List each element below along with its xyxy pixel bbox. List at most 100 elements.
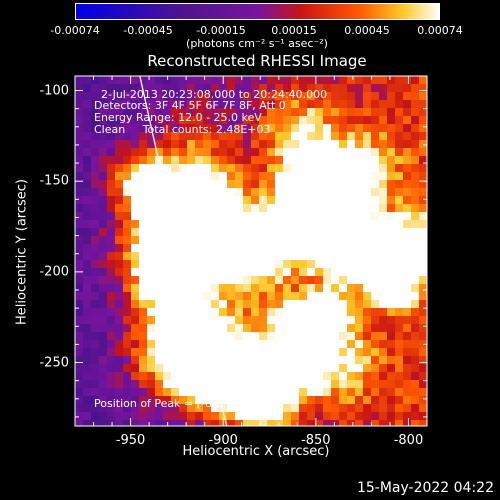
heatmap-cell [251, 140, 259, 148]
heatmap-cell [243, 204, 251, 212]
heatmap-cell [179, 132, 187, 140]
heatmap-cell [323, 380, 331, 388]
heatmap-cell [75, 276, 83, 284]
heatmap-cell [219, 140, 227, 148]
heatmap-cell [187, 260, 195, 268]
heatmap-cell [355, 260, 363, 268]
heatmap-cell [323, 420, 331, 426]
heatmap-cell [251, 340, 259, 348]
heatmap-cell [227, 108, 235, 116]
heatmap-cell [163, 172, 171, 180]
heatmap-cell [339, 220, 347, 228]
heatmap-cell [219, 132, 227, 140]
annotation-energy-range: Energy Range: 12.0 - 25.0 keV [94, 111, 262, 124]
heatmap-cell [179, 396, 187, 404]
heatmap-cell [99, 188, 107, 196]
heatmap-cell [355, 92, 363, 100]
heatmap-cell [115, 212, 123, 220]
heatmap-cell [147, 340, 155, 348]
heatmap-cell [299, 212, 307, 220]
heatmap-cell [387, 220, 395, 228]
heatmap-cell [75, 156, 83, 164]
heatmap-cell [123, 356, 131, 364]
heatmap-cell [251, 148, 259, 156]
heatmap-cell [235, 140, 243, 148]
heatmap-cell [347, 420, 355, 426]
heatmap-cell [331, 140, 339, 148]
heatmap-cell [179, 164, 187, 172]
heatmap-cell [371, 404, 379, 412]
heatmap-cell [155, 188, 163, 196]
heatmap-cell [379, 396, 387, 404]
heatmap-cell [75, 380, 83, 388]
heatmap-cell [187, 276, 195, 284]
heatmap-cell [259, 148, 267, 156]
heatmap-cell [291, 196, 299, 204]
heatmap-cell [307, 212, 315, 220]
heatmap-cell [219, 300, 227, 308]
heatmap-cell [219, 212, 227, 220]
heatmap-cell [395, 356, 403, 364]
heatmap-cell [379, 132, 387, 140]
heatmap-cell [275, 100, 283, 108]
heatmap-cell [163, 188, 171, 196]
heatmap-cell [347, 260, 355, 268]
heatmap-cell [387, 268, 395, 276]
heatmap-cell [347, 124, 355, 132]
heatmap-cell [275, 172, 283, 180]
heatmap-cell [259, 332, 267, 340]
heatmap-cell [147, 244, 155, 252]
heatmap-cell [339, 348, 347, 356]
heatmap-cell [307, 140, 315, 148]
heatmap-cell [299, 76, 307, 84]
heatmap-cell [395, 132, 403, 140]
heatmap-cell [411, 308, 419, 316]
heatmap-cell [203, 140, 211, 148]
heatmap-cell [371, 148, 379, 156]
heatmap-cell [411, 84, 419, 92]
heatmap-cell [283, 260, 291, 268]
heatmap-cell [227, 276, 235, 284]
heatmap-cell [251, 212, 259, 220]
heatmap-cell [75, 244, 83, 252]
heatmap-cell [379, 116, 387, 124]
heatmap-cell [131, 284, 139, 292]
heatmap-cell [147, 108, 155, 116]
heatmap-cell [99, 244, 107, 252]
heatmap-cell [227, 124, 235, 132]
heatmap-cell [363, 212, 371, 220]
heatmap-cell [315, 76, 323, 84]
heatmap-cell [307, 284, 315, 292]
heatmap-cell [395, 396, 403, 404]
heatmap-cell [91, 108, 99, 116]
heatmap-cell [131, 220, 139, 228]
heatmap-cell [115, 324, 123, 332]
heatmap-cell [411, 124, 419, 132]
heatmap-cell [139, 212, 147, 220]
heatmap-cell [299, 396, 307, 404]
heatmap-cell [123, 292, 131, 300]
heatmap-cell [211, 300, 219, 308]
heatmap-cell [387, 292, 395, 300]
heatmap-cell [99, 260, 107, 268]
heatmap-cell [387, 156, 395, 164]
heatmap-cell [331, 204, 339, 212]
heatmap-cell [379, 92, 387, 100]
heatmap-cell [419, 100, 427, 108]
heatmap-cell [147, 420, 155, 426]
heatmap-cell [315, 188, 323, 196]
heatmap-cell [299, 308, 307, 316]
heatmap-cell [123, 220, 131, 228]
heatmap-cell [171, 420, 179, 426]
heatmap-cell [115, 308, 123, 316]
heatmap-cell [339, 284, 347, 292]
heatmap-cell [195, 268, 203, 276]
heatmap-cell [419, 300, 427, 308]
heatmap-cell [307, 420, 315, 426]
heatmap-cell [235, 84, 243, 92]
heatmap-cell [275, 372, 283, 380]
heatmap-cell [267, 300, 275, 308]
heatmap-cell [107, 164, 115, 172]
heatmap-cell [243, 172, 251, 180]
heatmap-cell [291, 292, 299, 300]
